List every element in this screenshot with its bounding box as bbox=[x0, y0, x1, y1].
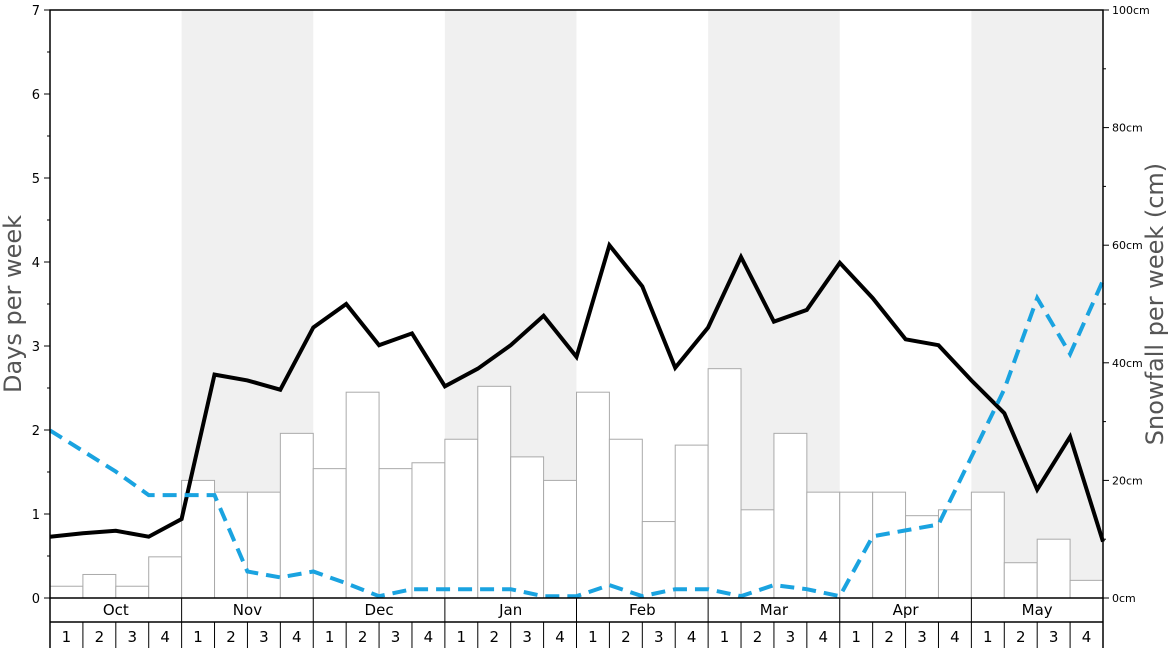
snowfall-bar bbox=[378, 468, 413, 599]
week-label: 3 bbox=[127, 628, 137, 646]
week-label: 2 bbox=[358, 628, 368, 646]
week-label: 4 bbox=[555, 628, 565, 646]
snowfall-bar bbox=[641, 521, 676, 599]
week-label: 1 bbox=[62, 628, 72, 646]
y-right-tick-label: 80cm bbox=[1112, 122, 1143, 135]
snowfall-bar bbox=[148, 556, 183, 599]
snowfall-bar bbox=[345, 391, 380, 599]
y-axis-left-title: Days per week bbox=[0, 215, 27, 393]
week-label: 4 bbox=[950, 628, 960, 646]
week-label: 2 bbox=[884, 628, 894, 646]
y-left-tick-label: 1 bbox=[32, 508, 40, 523]
snowfall-bar bbox=[49, 585, 84, 599]
snowfall-bar bbox=[773, 432, 808, 599]
snowfall-bar bbox=[510, 456, 545, 599]
month-label-jan: Jan bbox=[498, 601, 522, 619]
week-label: 3 bbox=[522, 628, 532, 646]
y-left-tick-label: 2 bbox=[32, 424, 40, 439]
snowfall-bar bbox=[872, 491, 907, 599]
y-left-tick-label: 7 bbox=[32, 4, 40, 19]
snowfall-bar bbox=[806, 491, 841, 599]
snowfall-bar bbox=[115, 585, 150, 599]
snowfall-bar bbox=[312, 468, 347, 599]
week-label: 2 bbox=[95, 628, 105, 646]
week-label: 3 bbox=[1049, 628, 1059, 646]
y-right-tick-label: 100cm bbox=[1112, 4, 1150, 17]
month-label-nov: Nov bbox=[233, 601, 262, 619]
week-label: 4 bbox=[687, 628, 697, 646]
snowfall-bar bbox=[246, 491, 281, 599]
snowfall-bar bbox=[707, 368, 742, 599]
week-label: 2 bbox=[489, 628, 499, 646]
snowfall-bar bbox=[279, 432, 314, 599]
y-left-tick-label: 6 bbox=[32, 88, 40, 103]
month-label-apr: Apr bbox=[893, 601, 920, 619]
month-label-dec: Dec bbox=[365, 601, 394, 619]
week-label: 1 bbox=[588, 628, 598, 646]
week-label: 1 bbox=[193, 628, 203, 646]
y-left-tick-label: 3 bbox=[32, 340, 40, 355]
y-left-tick-label: 0 bbox=[32, 592, 40, 607]
week-label: 3 bbox=[391, 628, 401, 646]
week-label: 3 bbox=[654, 628, 664, 646]
y-right-tick-label: 60cm bbox=[1112, 239, 1143, 252]
week-label: 4 bbox=[424, 628, 434, 646]
week-label: 2 bbox=[226, 628, 236, 646]
snowfall-bar bbox=[576, 391, 610, 599]
week-label: 1 bbox=[983, 628, 993, 646]
snowfall-bar bbox=[608, 438, 643, 599]
week-label: 4 bbox=[1082, 628, 1092, 646]
snowfall-line bbox=[48, 279, 1105, 599]
week-label: 2 bbox=[1016, 628, 1026, 646]
week-axis: 1 2 3 4 1 2 3 4 1 2 3 4 1 2 3 4 1 2 3 4 1 2 3 4 1 2 3 4 1 2 3 4 bbox=[62, 622, 1092, 648]
week-label: 3 bbox=[259, 628, 269, 646]
snowfall-bar bbox=[214, 491, 248, 599]
week-label: 2 bbox=[753, 628, 763, 646]
y-right-tick-label: 40cm bbox=[1112, 357, 1143, 370]
snowfall-bar bbox=[82, 573, 117, 599]
days-line bbox=[49, 240, 1105, 543]
week-label: 1 bbox=[851, 628, 861, 646]
month-label-may: May bbox=[1022, 601, 1053, 619]
snowfall-bar bbox=[1003, 562, 1038, 599]
y-right-tick-label: 20cm bbox=[1112, 474, 1143, 487]
snowfall-bar bbox=[1036, 538, 1071, 599]
y-left-tick-label: 5 bbox=[32, 172, 40, 187]
week-label: 3 bbox=[917, 628, 927, 646]
snowfall-bar bbox=[543, 479, 577, 599]
snowfall-bar bbox=[444, 438, 479, 599]
week-label: 4 bbox=[292, 628, 302, 646]
week-label: 1 bbox=[325, 628, 335, 646]
week-label: 3 bbox=[786, 628, 796, 646]
y-left-tick-label: 4 bbox=[32, 256, 40, 271]
snowfall-bar bbox=[937, 509, 972, 599]
month-label-oct: Oct bbox=[103, 601, 129, 619]
month-label-feb: Feb bbox=[629, 601, 656, 619]
week-label: 1 bbox=[720, 628, 730, 646]
week-label: 2 bbox=[621, 628, 631, 646]
left-axis: 0 1 2 3 4 5 6 7 bbox=[32, 4, 50, 607]
snowfall-bar bbox=[411, 462, 446, 599]
snowfall-bar bbox=[674, 444, 709, 599]
y-right-tick-label: 0cm bbox=[1112, 592, 1136, 605]
right-axis: 0cm 20cm 40cm 60cm 80cm 100cm bbox=[1103, 4, 1150, 605]
y-axis-right-title: Snowfall per week (cm) bbox=[1141, 163, 1168, 445]
snowfall-bar bbox=[970, 491, 1005, 599]
week-label: 4 bbox=[160, 628, 170, 646]
series-lines bbox=[48, 240, 1105, 599]
snowfall-bar bbox=[477, 385, 512, 599]
snowfall-bar bbox=[1069, 579, 1104, 599]
week-label: 1 bbox=[457, 628, 467, 646]
month-label-mar: Mar bbox=[760, 601, 789, 619]
week-label: 4 bbox=[819, 628, 829, 646]
